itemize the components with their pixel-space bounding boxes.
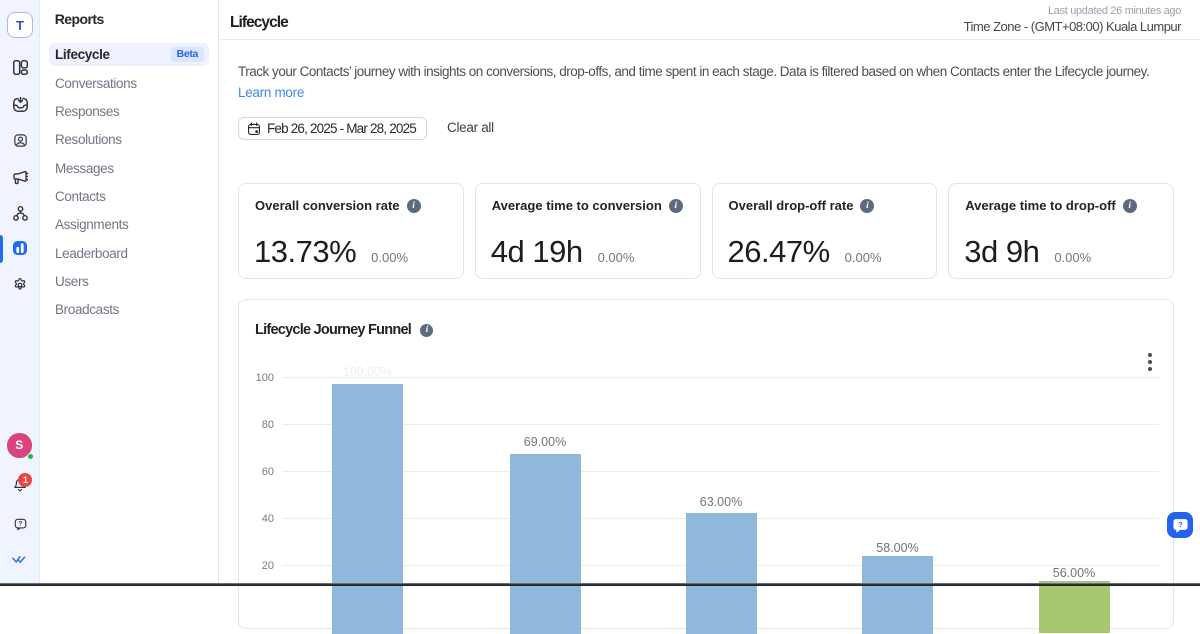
- svg-text:?: ?: [18, 521, 22, 528]
- svg-text:?: ?: [1178, 519, 1183, 528]
